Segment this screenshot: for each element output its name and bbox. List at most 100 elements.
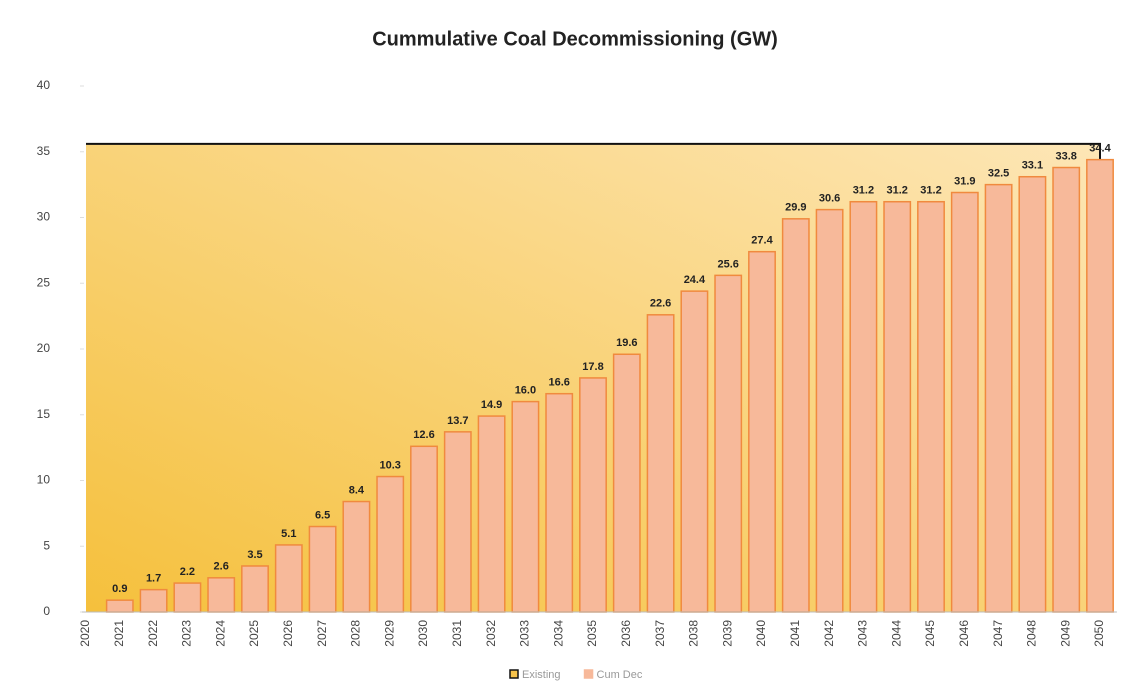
x-tick-label: 2034 [551,620,565,647]
x-tick-label: 2038 [687,620,701,647]
value-label: 30.6 [819,193,840,205]
value-label: 5.1 [281,528,296,540]
x-tick-label: 2029 [382,620,396,647]
legend-label: Cum Dec [597,669,643,681]
bar [1052,166,1081,613]
value-label: 31.2 [886,185,907,197]
value-label: 24.4 [684,274,706,286]
bar [680,290,709,613]
bar [241,565,269,613]
value-label: 33.1 [1022,160,1043,172]
value-label: 13.7 [447,415,468,427]
bar [714,274,743,613]
value-label: 32.5 [988,168,1009,180]
value-label: 2.2 [180,566,195,578]
y-tick-label: 30 [37,210,51,224]
value-label: 27.4 [751,235,773,247]
y-tick-label: 25 [37,275,51,289]
value-label: 29.9 [785,202,806,214]
x-tick-label: 2024 [213,620,227,647]
bar [545,392,574,613]
legend-swatch [583,669,594,679]
value-label: 16.0 [515,385,536,397]
x-tick-label: 2032 [484,620,498,647]
x-tick-label: 2045 [923,620,937,647]
value-label: 10.3 [379,459,400,471]
bar [207,577,236,613]
x-tick-label: 2046 [957,620,971,647]
bar [342,500,371,613]
x-tick-label: 2043 [856,620,870,647]
value-label: 17.8 [582,361,603,373]
x-tick-label: 2037 [653,620,667,647]
x-tick-label: 2026 [281,620,295,647]
y-tick-label: 5 [43,538,50,552]
value-label: 25.6 [717,258,738,270]
x-tick-label: 2048 [1025,620,1039,647]
y-tick-label: 10 [37,473,51,487]
bar [950,191,979,613]
bar [883,200,912,613]
bar [815,208,844,613]
x-tick-label: 2023 [180,620,194,647]
value-label: 22.6 [650,298,671,310]
x-tick-label: 2036 [619,620,633,647]
bar [984,183,1013,613]
value-label: 16.6 [548,377,569,389]
value-label: 12.6 [413,429,434,441]
x-tick-label: 2025 [247,620,261,647]
bar [173,582,202,613]
y-tick-label: 40 [37,78,51,92]
area-outline [86,142,1101,162]
bar [1018,175,1047,613]
bar [274,544,303,613]
x-tick-label: 2020 [78,620,92,647]
x-tick-label: 2021 [112,620,126,647]
bar [612,353,641,613]
value-label: 8.4 [349,484,365,496]
y-tick-label: 0 [43,604,50,618]
value-label: 1.7 [146,573,161,585]
x-tick-label: 2044 [889,620,903,647]
value-label: 31.2 [853,185,874,197]
value-label: 33.8 [1055,150,1076,162]
bar [477,415,506,613]
bar [917,200,945,613]
bar [308,525,337,613]
value-label: 34.4 [1089,143,1111,155]
value-label: 14.9 [481,399,502,411]
x-tick-label: 2040 [754,620,768,647]
value-label: 6.5 [315,509,330,521]
bar [410,445,438,613]
x-tick-label: 2049 [1058,620,1072,647]
value-label: 19.6 [616,337,637,349]
x-tick-label: 2041 [788,620,802,647]
x-tick-label: 2027 [315,620,329,647]
bar [139,588,168,613]
legend-swatch [509,669,519,679]
bar [748,250,776,613]
x-tick-label: 2047 [991,620,1005,647]
value-label: 31.2 [920,185,941,197]
legend-label: Existing [522,669,561,681]
bar [1086,158,1114,613]
value-label: 3.5 [247,549,262,561]
bar [376,475,405,613]
bar [646,314,675,613]
value-label: 2.6 [214,561,229,573]
x-tick-label: 2028 [349,620,363,647]
bar [105,599,134,613]
y-tick-label: 35 [37,144,51,158]
value-label: 0.9 [112,583,127,595]
bar [781,218,810,613]
y-tick-label: 20 [37,341,51,355]
x-tick-label: 2042 [822,620,836,647]
x-tick-label: 2030 [416,620,430,647]
x-tick-label: 2035 [585,620,599,647]
chart-title: Cummulative Coal Decommissioning (GW) [372,28,778,50]
x-tick-label: 2031 [450,620,464,647]
bar [579,377,607,613]
y-tick-label: 15 [37,407,51,421]
